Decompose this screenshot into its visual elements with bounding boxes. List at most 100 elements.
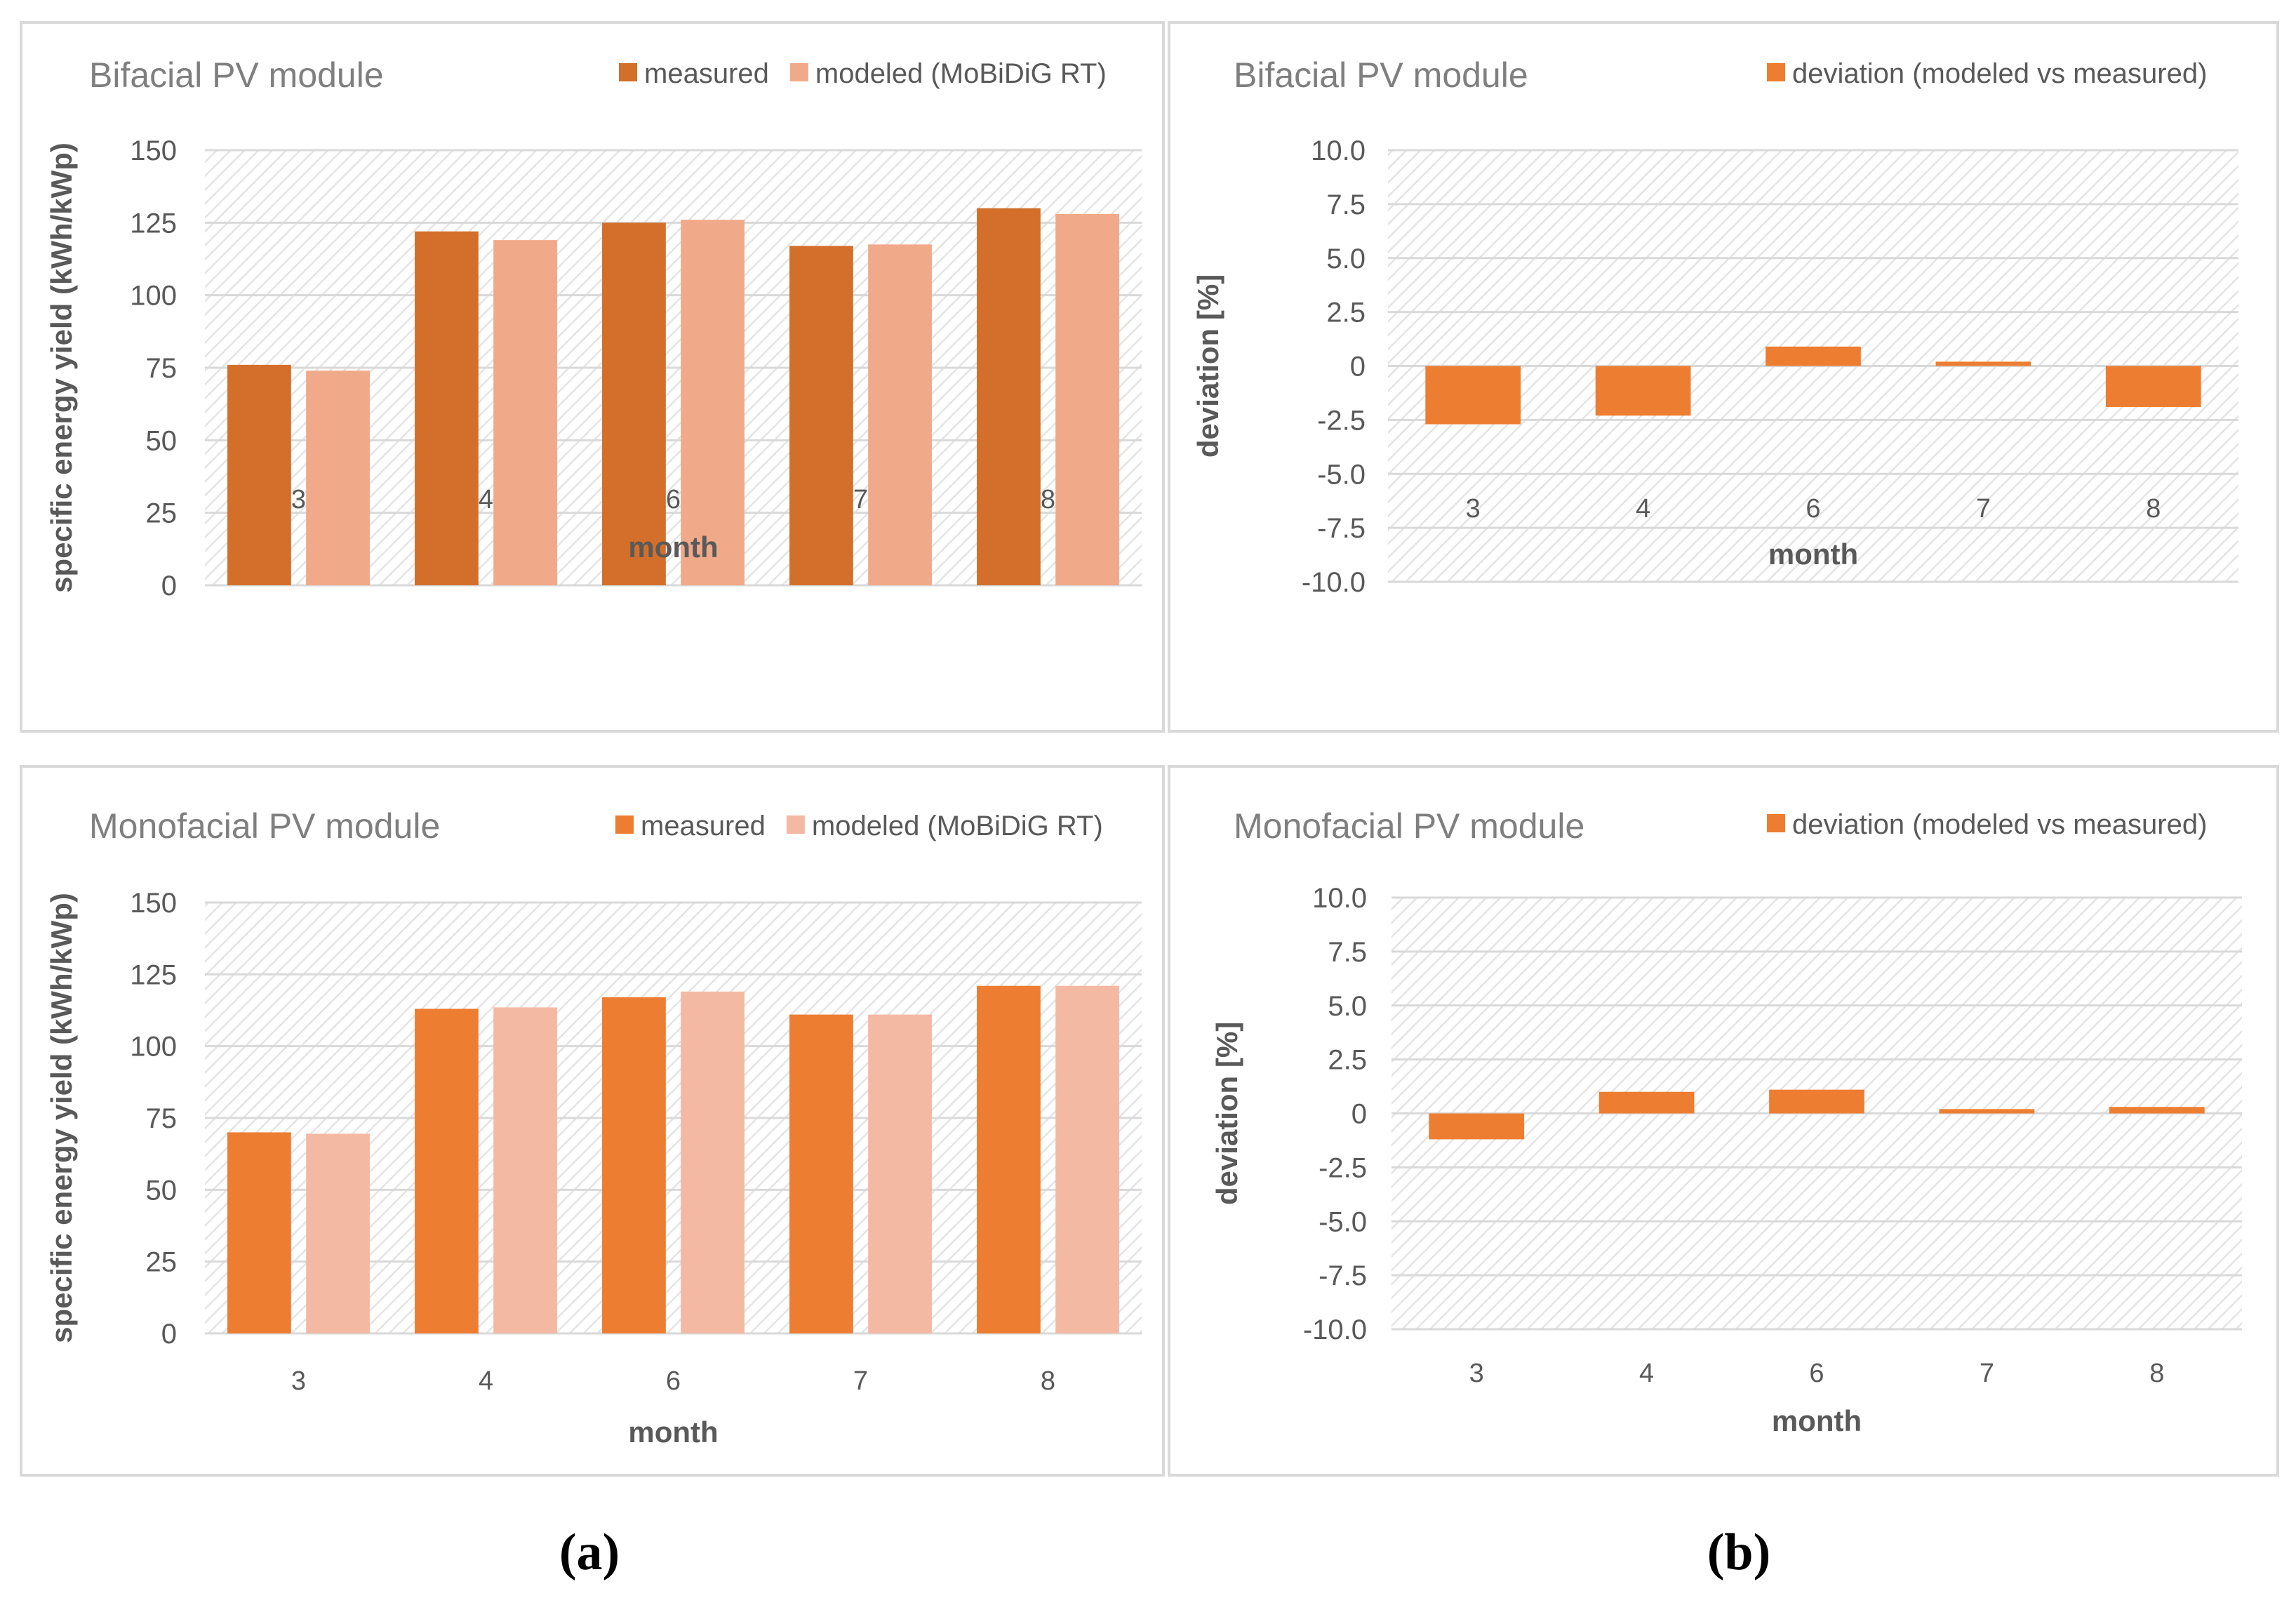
bar-deviation-month-6 (1769, 1089, 1864, 1114)
x-axis-label: month (1768, 538, 1858, 571)
y-tick-label: -7.5 (1317, 513, 1366, 544)
y-tick-label: -7.5 (1319, 1260, 1367, 1291)
x-tick-label: 6 (666, 485, 681, 514)
x-tick-label: 6 (666, 1366, 681, 1396)
y-tick-label: 0 (161, 1319, 177, 1350)
monofacial-yield-chart: 0 25 50 75 100 125 150 3 4 6 7 8 month specific energ… (45, 806, 1142, 1449)
monofacial-deviation-chart: -10.0 -7.5 -5.0 -2.5 0 2.5 5.0 7.5 10.0 3 4 6 7 8 mont… (1210, 806, 2242, 1437)
y-tick-label: 125 (130, 208, 177, 239)
y-tick-label: 0 (1351, 1099, 1367, 1130)
y-tick-label: 10.0 (1311, 135, 1366, 166)
x-axis-label: month (628, 531, 718, 564)
y-axis-label: deviation [%] (1192, 274, 1224, 458)
bar-measured-month-3 (227, 1132, 291, 1333)
y-tick-label: 2.5 (1328, 1045, 1367, 1076)
legend-entry: modeled (MoBiDiG RT) (815, 58, 1107, 89)
bar-measured-month-8 (977, 985, 1041, 1333)
bar-measured-month-4 (415, 1008, 479, 1333)
y-tick-label: 150 (130, 888, 177, 919)
legend-entry: deviation (modeled vs measured) (1792, 58, 2207, 89)
y-tick-label: -5.0 (1319, 1206, 1367, 1237)
bar-modeled-month-7 (868, 1014, 932, 1333)
y-tick-label: 25 (146, 498, 178, 529)
bar-deviation-month-4 (1598, 1091, 1695, 1114)
y-tick-label: 7.5 (1326, 189, 1366, 220)
y-axis-label: specific energy yield (kWh/kWp) (45, 893, 78, 1343)
legend-swatch (615, 815, 634, 834)
y-tick-label: 7.5 (1328, 937, 1367, 968)
y-tick-label: 10.0 (1312, 883, 1367, 914)
legend-swatch (1767, 63, 1785, 81)
legend-entry: measured (644, 58, 769, 89)
monofacial-yield-panel: 0 25 50 75 100 125 150 3 4 6 7 8 month specific energ… (20, 765, 1165, 1477)
x-tick-label: 3 (1466, 494, 1481, 524)
bifacial-yield-panel: 0 25 50 75 100 125 150 3 4 6 7 8 month specific energ… (20, 21, 1165, 733)
x-tick-label: 4 (479, 1366, 493, 1396)
y-tick-label: 50 (146, 425, 178, 456)
y-tick-label: 0 (1350, 352, 1366, 382)
chart-title: Monofacial PV module (1234, 806, 1584, 846)
monofacial-deviation-panel: -10.0 -7.5 -5.0 -2.5 0 2.5 5.0 7.5 10.0 3 4 6 7 8 mont… (1168, 765, 2279, 1477)
bar-measured-month-7 (789, 246, 853, 585)
y-tick-label: 5.0 (1328, 991, 1367, 1022)
legend-entry: modeled (MoBiDiG RT) (812, 811, 1103, 841)
x-tick-label: 6 (1809, 1359, 1824, 1388)
bifacial-deviation-panel: -10.0 -7.5 -5.0 -2.5 0 2.5 5.0 7.5 10.0 3 4 6 7 8 mont… (1168, 21, 2279, 733)
bar-modeled-month-7 (868, 244, 932, 585)
bar-modeled-month-8 (1055, 213, 1119, 585)
bifacial-deviation-chart: -10.0 -7.5 -5.0 -2.5 0 2.5 5.0 7.5 10.0 3 4 6 7 8 mont… (1192, 55, 2238, 598)
chart-title: Bifacial PV module (89, 55, 384, 95)
x-tick-label: 3 (291, 1366, 306, 1396)
legend-swatch (786, 815, 805, 834)
x-tick-label: 7 (1980, 1359, 1994, 1388)
bar-deviation-month-7 (1939, 1109, 2035, 1114)
y-tick-label: -5.0 (1317, 459, 1366, 490)
bar-modeled-month-6 (681, 220, 745, 585)
bar-measured-month-4 (415, 231, 479, 585)
bar-deviation-month-8 (2109, 1107, 2205, 1114)
x-tick-label: 3 (291, 485, 306, 514)
bar-measured-month-6 (602, 997, 666, 1333)
y-tick-label: 0 (161, 571, 177, 601)
y-tick-label: 75 (146, 353, 178, 384)
bar-deviation-month-4 (1595, 366, 1691, 416)
y-tick-label: 150 (130, 135, 177, 166)
bifacial-yield-chart: 0 25 50 75 100 125 150 3 4 6 7 8 month specific energ… (45, 55, 1142, 601)
legend-swatch (789, 63, 808, 81)
y-tick-label: 75 (146, 1103, 178, 1134)
y-tick-label: -2.5 (1319, 1152, 1367, 1183)
x-tick-label: 7 (853, 1366, 868, 1396)
x-tick-label: 8 (2149, 1359, 2164, 1388)
bar-modeled-month-4 (493, 1007, 557, 1333)
y-tick-label: 2.5 (1326, 298, 1366, 328)
bar-deviation-month-3 (1425, 366, 1521, 425)
x-tick-label: 6 (1806, 494, 1820, 524)
y-tick-label: -10.0 (1302, 567, 1366, 598)
y-tick-label: 25 (146, 1247, 178, 1278)
bar-measured-month-8 (977, 208, 1041, 586)
y-tick-label: 100 (130, 281, 177, 312)
y-tick-label: 125 (130, 959, 177, 990)
legend-entry: deviation (modeled vs measured) (1792, 809, 2207, 840)
legend-entry: measured (641, 811, 766, 841)
x-tick-label: 4 (1639, 1359, 1654, 1388)
x-axis-label: month (628, 1416, 718, 1449)
x-axis-label: month (1772, 1404, 1862, 1437)
bar-measured-month-3 (227, 364, 291, 585)
legend-swatch (619, 63, 637, 81)
x-tick-label: 4 (1636, 494, 1650, 524)
bar-modeled-month-6 (681, 991, 745, 1333)
chart-title: Bifacial PV module (1234, 55, 1528, 95)
bar-measured-month-6 (602, 222, 666, 585)
bar-modeled-month-3 (306, 1133, 370, 1333)
x-tick-label: 8 (2146, 494, 2161, 524)
bar-modeled-month-8 (1055, 985, 1119, 1333)
x-tick-label: 4 (479, 485, 493, 514)
x-tick-label: 8 (1041, 1366, 1055, 1396)
y-tick-label: -10.0 (1303, 1314, 1367, 1345)
legend-swatch (1767, 814, 1785, 832)
x-tick-label: 7 (1976, 494, 1991, 524)
bar-deviation-month-6 (1766, 346, 1861, 366)
y-axis-label: specific energy yield (kWh/kWp) (45, 142, 78, 593)
bar-measured-month-7 (789, 1014, 853, 1333)
